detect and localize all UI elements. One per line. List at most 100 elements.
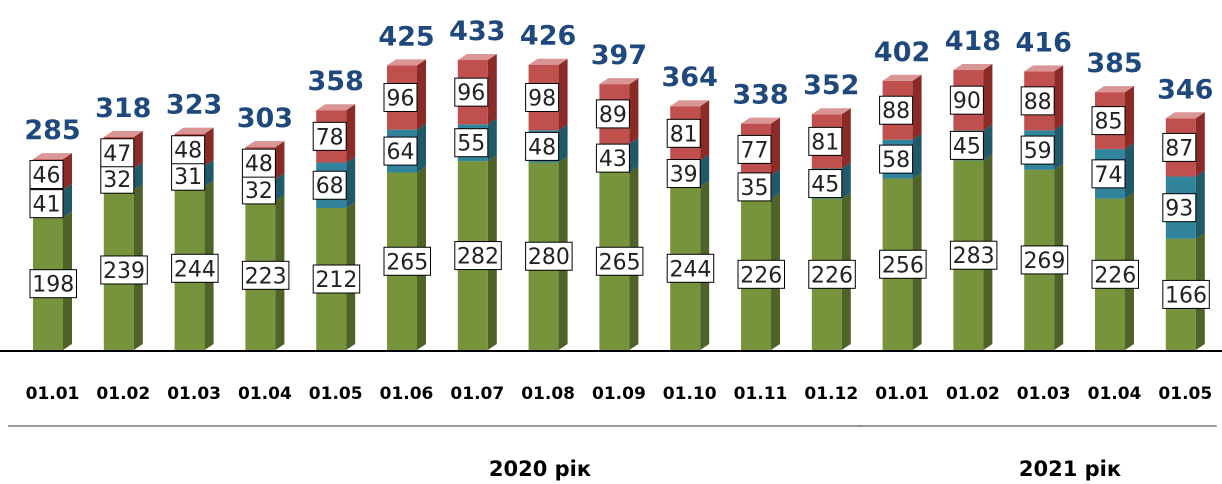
segment-value-label: 89	[599, 103, 627, 128]
x-tick-label: 01.05	[1158, 384, 1212, 404]
segment-value-box	[737, 172, 772, 202]
total-value-label: 338	[732, 80, 788, 111]
bar-segment-side	[346, 156, 356, 209]
bar-segment-side	[771, 169, 780, 199]
segment-value-label: 31	[174, 165, 202, 190]
bar-segment-side	[275, 173, 285, 201]
bar-top-face	[953, 64, 993, 71]
x-tick-label: 01.08	[521, 384, 575, 404]
total-value-label: 433	[449, 16, 505, 47]
total-value-label: 318	[95, 93, 151, 124]
segment-value-label: 226	[811, 263, 853, 288]
segment-value-box	[1162, 279, 1210, 309]
segment-value-label: 43	[599, 147, 627, 172]
bar-segment-side	[700, 154, 710, 187]
segment-value-box	[1162, 193, 1197, 223]
segment-value-box	[879, 249, 927, 279]
segment-value-label: 226	[740, 263, 782, 288]
x-tick-label: 01.01	[875, 384, 929, 404]
segment-value-box	[808, 259, 856, 289]
segment-value-label: 198	[32, 273, 74, 298]
segment-value-box	[383, 246, 431, 276]
segment-value-label: 48	[245, 152, 273, 177]
segment-value-box	[29, 269, 77, 299]
segment-value-box	[100, 255, 148, 285]
segment-value-label: 32	[245, 179, 273, 204]
bar-segment-side	[558, 124, 568, 163]
x-tick-label: 01.03	[1017, 384, 1071, 404]
segment-value-box	[879, 144, 914, 174]
x-tick-label: 01.09	[592, 384, 646, 404]
segment-value-box	[737, 259, 785, 289]
x-tick-label: 01.10	[663, 384, 717, 404]
segment-value-box	[808, 169, 843, 199]
bar-top-face	[1095, 86, 1134, 93]
bar-segment-side	[346, 104, 356, 163]
segment-value-box	[525, 241, 573, 271]
segment-value-box	[949, 130, 984, 160]
segment-value-box	[312, 264, 361, 294]
x-tick-label: 01.06	[380, 384, 434, 404]
segment-value-label: 41	[33, 193, 61, 218]
total-value-label: 425	[378, 21, 434, 52]
segment-value-box	[29, 160, 64, 190]
segment-value-label: 85	[1095, 110, 1123, 135]
bar-segment-side	[983, 64, 993, 131]
segment-value-label: 244	[669, 257, 711, 282]
bar-segment-side	[1195, 170, 1205, 239]
segment-value-label: 87	[1165, 136, 1193, 161]
bar-segment-side	[63, 153, 72, 190]
segment-value-box	[241, 260, 290, 290]
segment-value-box	[29, 189, 64, 219]
segment-value-label: 166	[1165, 283, 1207, 308]
segment-value-label: 35	[741, 176, 769, 201]
segment-value-label: 239	[103, 259, 145, 284]
segment-value-label: 46	[33, 164, 61, 189]
total-value-label: 385	[1086, 48, 1142, 79]
total-value-label: 418	[945, 26, 1001, 57]
segment-value-box	[1020, 135, 1055, 165]
bar-segment-side	[487, 54, 497, 125]
bar-segment-side	[275, 141, 285, 180]
segment-value-box	[312, 121, 347, 151]
bar-top-face	[174, 127, 214, 134]
bar-segment-side	[1054, 65, 1064, 131]
segment-value-label: 282	[457, 245, 499, 270]
segment-value-label: 45	[953, 134, 981, 159]
x-tick-label: 01.02	[946, 384, 1000, 404]
x-axis-labels: 01.01 01.02 01.03 01.04 01.05 01.06 01.07 01.08…	[26, 384, 1213, 404]
total-value-label: 323	[166, 90, 222, 121]
segment-value-label: 280	[528, 245, 570, 270]
bar-top-face	[245, 141, 285, 148]
segment-value-box	[525, 83, 560, 113]
x-tick-label: 01.11	[734, 384, 788, 404]
segment-value-box	[949, 240, 998, 270]
bar-segment-side	[558, 58, 568, 131]
segment-value-box	[737, 134, 772, 164]
segment-value-box	[949, 85, 984, 115]
segment-value-label: 74	[1095, 163, 1123, 188]
bar-segment-side	[912, 133, 922, 179]
segment-value-box	[171, 135, 206, 165]
bar-top-face	[103, 131, 143, 138]
segment-value-box	[666, 159, 701, 189]
segment-value-label: 81	[670, 122, 698, 147]
total-value-label: 352	[803, 70, 859, 101]
segment-value-label: 77	[741, 138, 769, 163]
segment-value-label: 93	[1165, 197, 1193, 222]
total-value-label: 416	[1016, 27, 1072, 58]
segment-value-label: 269	[1023, 249, 1065, 274]
segment-value-box	[1020, 245, 1069, 275]
segment-value-box	[383, 83, 418, 113]
bar-top-face	[1024, 65, 1064, 72]
bar-segment-side	[629, 137, 639, 173]
segment-value-box	[1091, 159, 1126, 189]
segment-value-label: 256	[882, 253, 924, 278]
segment-value-label: 212	[315, 268, 357, 293]
bar-segment-side	[204, 127, 214, 166]
segment-value-label: 59	[1024, 139, 1052, 164]
segment-value-label: 78	[316, 125, 344, 150]
segment-value-box	[171, 253, 219, 283]
segment-value-box	[100, 138, 135, 168]
